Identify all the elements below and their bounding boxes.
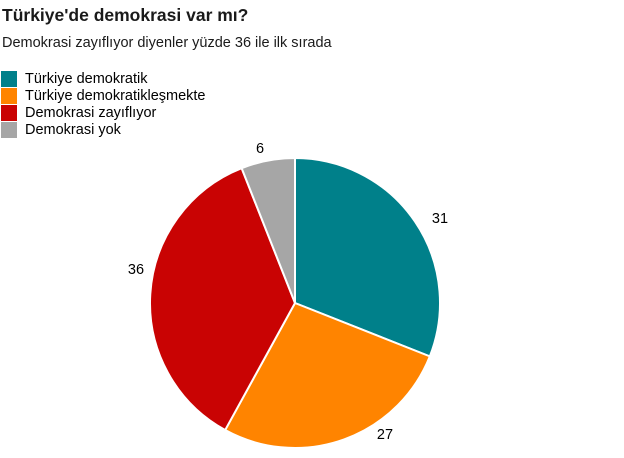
legend-item-3[interactable]: Demokrasi zayıflıyor	[1, 104, 206, 121]
legend-swatch-icon	[1, 121, 17, 138]
pie-slice-3[interactable]	[149, 167, 296, 432]
legend-label: Demokrasi yok	[25, 121, 121, 138]
slice-value-label: 31	[432, 211, 448, 227]
legend-item-2[interactable]: Türkiye demokratikleşmekte	[1, 87, 206, 104]
legend-swatch-icon	[1, 87, 17, 104]
legend-item-4[interactable]: Demokrasi yok	[1, 121, 206, 138]
legend-label: Demokrasi zayıflıyor	[25, 104, 157, 121]
legend-swatch-icon	[1, 70, 17, 87]
chart-legend: Türkiye demokratik Türkiye demokratikleşm…	[1, 70, 206, 138]
pie-slice-4[interactable]	[240, 157, 296, 304]
legend-label: Türkiye demokratik	[25, 70, 148, 87]
chart-title: Türkiye'de demokrasi var mı?	[2, 5, 249, 25]
legend-label: Türkiye demokratikleşmekte	[25, 87, 206, 104]
slice-value-label: 27	[377, 427, 393, 443]
legend-item-1[interactable]: Türkiye demokratik	[1, 70, 206, 87]
chart-subtitle: Demokrasi zayıflıyor diyenler yüzde 36 i…	[2, 35, 332, 51]
legend-swatch-icon	[1, 104, 17, 121]
slice-value-label: 6	[256, 141, 264, 157]
pie-slice-2[interactable]	[224, 302, 431, 449]
pie-slice-1[interactable]	[294, 157, 441, 358]
slice-value-label: 36	[128, 262, 144, 278]
